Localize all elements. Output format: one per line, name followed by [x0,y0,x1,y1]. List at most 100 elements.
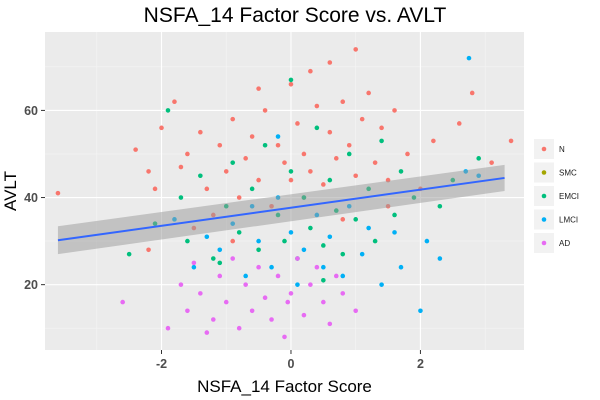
data-point [314,103,320,109]
data-point [282,160,287,165]
data-point [508,138,514,144]
data-point [431,138,436,144]
data-point [466,55,472,61]
data-point [191,260,197,266]
data-point [256,247,261,253]
y-tick-label: 60 [24,104,38,118]
data-point [321,299,326,305]
data-point [359,116,365,122]
data-point [327,177,333,183]
data-point [392,212,397,218]
data-point [249,186,255,192]
data-point [256,238,261,244]
data-point [217,142,223,148]
x-tick-label: 2 [417,357,424,371]
data-point [301,312,307,318]
data-point [217,247,223,253]
trend-line [57,176,505,242]
data-point [230,238,236,244]
data-point [379,125,384,131]
data-point [288,77,294,83]
data-point [327,321,333,327]
data-point [295,121,300,126]
data-point [288,81,294,87]
data-point [159,125,164,131]
data-point [353,47,359,52]
data-point [327,234,333,240]
data-point [285,299,291,305]
data-point [230,256,236,261]
data-point [256,86,261,91]
data-point [236,325,242,331]
data-point [210,317,216,322]
legend-label: SMC [559,169,577,178]
data-point [230,160,236,165]
data-point [456,121,462,126]
data-point [333,156,339,161]
data-point [346,142,352,148]
data-point [230,116,236,122]
data-point [126,251,132,257]
data-point [120,299,125,305]
data-point [392,108,397,113]
data-point [340,273,346,279]
data-point [223,299,229,305]
data-point [146,247,151,253]
legend-label: N [559,145,565,154]
legend-label: AD [559,239,570,248]
data-point [340,217,346,222]
data-point [275,134,281,139]
data-point [249,308,255,314]
data-point [275,273,281,279]
data-point [398,169,404,174]
data-point [469,90,475,96]
data-point [372,238,378,244]
data-point [476,156,481,161]
data-point [185,238,190,244]
data-point [288,230,294,235]
x-axis-ticks: -2 0 2 [156,350,424,371]
data-point [489,160,494,165]
data-point [301,151,307,157]
data-point [353,308,359,314]
data-point [366,90,371,96]
data-point [269,264,274,270]
data-point [353,173,359,179]
data-point [204,330,210,335]
data-point [256,177,261,183]
data-point [236,230,242,235]
data-point [340,251,346,257]
data-point [223,169,229,174]
data-point [236,195,242,200]
data-point [321,243,326,248]
x-tick-label: -2 [156,357,167,371]
legend-swatch [541,240,547,246]
data-point [198,173,203,179]
chart-title: NSFA_14 Factor Score vs. AVLT [144,4,447,27]
data-point [366,225,371,231]
legend: N SMC EMCI LMCI AD [534,139,579,253]
data-point [243,156,248,161]
data-point [198,291,203,296]
data-point [262,142,268,148]
data-point [165,325,171,331]
data-point [327,60,333,65]
legend-swatch [541,146,547,152]
data-point [424,238,430,244]
data-point [340,291,346,296]
data-point [249,134,255,139]
data-point [210,256,216,261]
data-point [198,129,203,135]
legend-swatch [541,193,547,199]
data-point [308,282,313,287]
data-point [359,251,365,257]
data-point [288,291,294,296]
data-point [346,151,352,157]
data-point [282,238,287,244]
data-point [314,125,320,131]
data-point [185,308,190,314]
legend-swatch [541,170,547,175]
data-point [243,282,248,287]
data-point [172,99,177,104]
x-axis-title: NSFA_14 Factor Score [197,377,372,396]
